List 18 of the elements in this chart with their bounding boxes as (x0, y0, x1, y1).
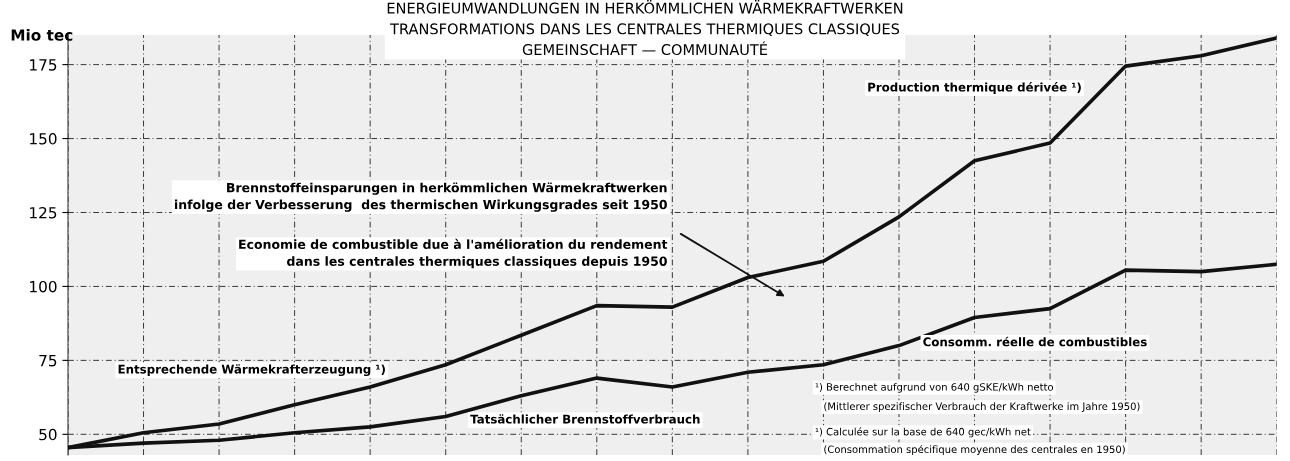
series-label: Tatsächlicher Brennstoffverbrauch (470, 414, 700, 424)
annotation: Economie de combustible due à l'amélioration du rendement dans les centrales thermiques classiques depuis 1950 (239, 238, 668, 269)
annotation: (Mittlerer spezifischer Verbrauch der Kraftwerke im Jahre 1950) (824, 402, 1140, 412)
y-tick-label: 125 (30, 206, 57, 219)
y-axis-title: Mio tec (11, 29, 73, 41)
y-tick-label: 75 (39, 355, 57, 367)
annotation: Brennstoffeinsparungen in herkömmlichen Wärmekraftwerken infolge der Verbesserung des thermischen Wirkungsgrades seit 1950 (174, 182, 667, 212)
chart-title: ENERGIEUMWANDLUNGEN IN HERKÖMMLICHEN WÄRMEKRAFTWERKEN TRANSFORMATIONS DANS LES CENTRALES THERMIQUES CLASSIQUES GEMEINSCHAFT — COMMUNAUTÉ (387, 0, 903, 56)
annotation: ¹) Berechnet aufgrund von 640 gSKE/kWh netto (815, 382, 1054, 393)
annotation: Consomm. réelle de combustibles (923, 336, 1147, 347)
y-tick-label: 150 (30, 133, 57, 145)
annotation: ¹) Calculée sur la base de 640 gec/kWh net (815, 427, 1031, 438)
y-tick-label: 175 (30, 59, 57, 71)
y-tick-label: 50 (39, 428, 57, 441)
annotation: Production thermique dérivée ¹) (868, 82, 1081, 94)
series-label: Entsprechende Wärmekrafterzeugung ¹) (118, 364, 385, 377)
y-tick-label: 100 (30, 280, 57, 293)
annotation: (Consommation spécifique moyenne des centrales en 1950) (824, 444, 1125, 456)
